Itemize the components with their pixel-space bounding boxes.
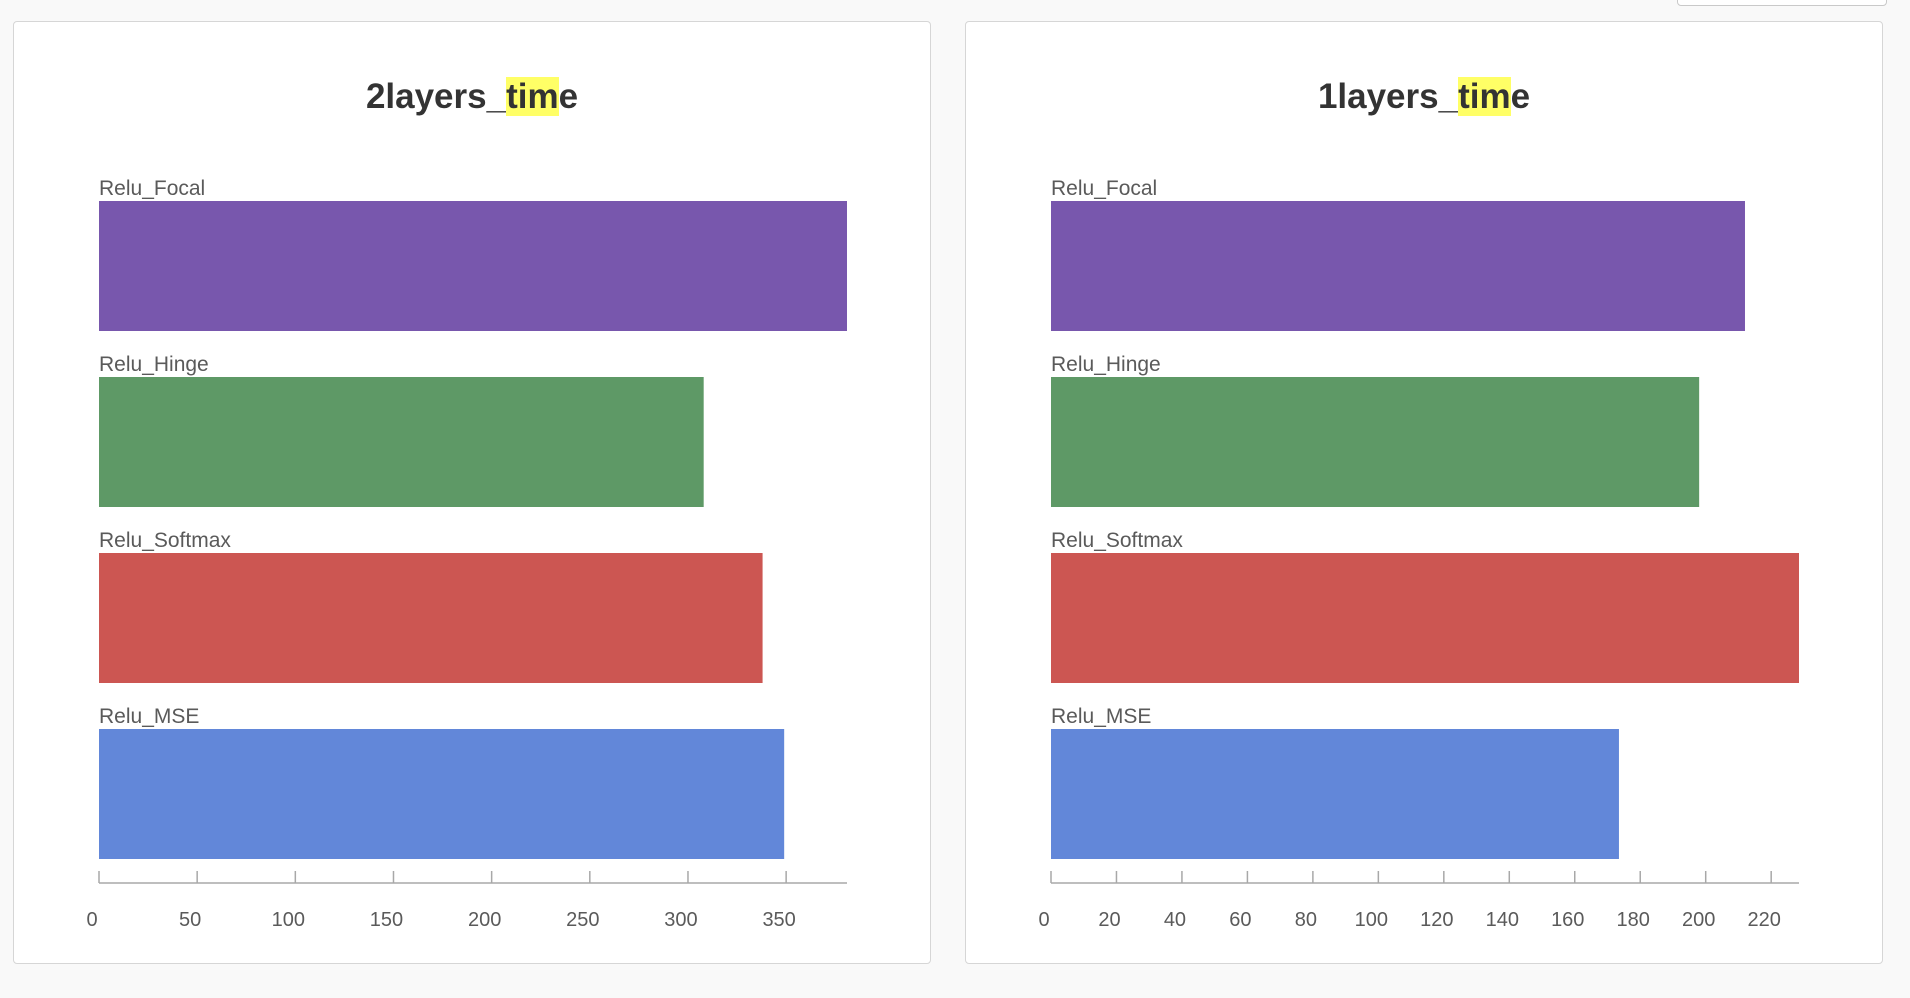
bar-relu-mse[interactable] bbox=[99, 729, 785, 859]
bar-label: Relu_MSE bbox=[99, 705, 199, 728]
x-tick-label: 220 bbox=[1747, 909, 1780, 931]
bar-relu-softmax[interactable] bbox=[1051, 553, 1799, 683]
bar-relu-focal[interactable] bbox=[1051, 201, 1745, 331]
chart-panel-2layers: 2layers_time Relu_Focal Relu_Hinge Relu_So… bbox=[13, 21, 931, 964]
x-tick-label: 140 bbox=[1486, 909, 1519, 931]
chart-panel-1layers: 1layers_time Relu_Focal Relu_Hinge Relu_So… bbox=[965, 21, 1883, 964]
x-tick-label: 40 bbox=[1164, 909, 1186, 931]
x-tick-label: 150 bbox=[370, 909, 403, 931]
x-tick-label: 100 bbox=[1355, 909, 1388, 931]
x-tick-label: 120 bbox=[1420, 909, 1453, 931]
x-tick-label: 80 bbox=[1295, 909, 1317, 931]
title-highlight: tim bbox=[1458, 77, 1511, 116]
chart-title: 1layers_time bbox=[1317, 77, 1531, 116]
bar-relu-hinge[interactable] bbox=[99, 377, 704, 507]
x-tick-label: 60 bbox=[1229, 909, 1251, 931]
bar-label: Relu_Softmax bbox=[1051, 529, 1183, 552]
bar-label: Relu_Focal bbox=[1051, 177, 1157, 200]
bar-relu-focal[interactable] bbox=[99, 201, 847, 331]
bar-label: Relu_Focal bbox=[99, 177, 205, 200]
x-tick-label: 350 bbox=[762, 909, 795, 931]
x-tick-label: 0 bbox=[1038, 909, 1049, 931]
x-tick-label: 200 bbox=[1682, 909, 1715, 931]
top-control[interactable] bbox=[1677, 0, 1887, 6]
x-tick-label: 250 bbox=[566, 909, 599, 931]
bar-chart: Relu_Focal Relu_Hinge Relu_Softmax Relu_MSE… bbox=[1038, 177, 1799, 931]
x-tick-label: 0 bbox=[86, 909, 97, 931]
x-tick-label: 200 bbox=[468, 909, 501, 931]
x-tick-label: 300 bbox=[664, 909, 697, 931]
bar-label: Relu_Hinge bbox=[99, 353, 209, 376]
x-tick-label: 20 bbox=[1098, 909, 1120, 931]
title-highlight: tim bbox=[506, 77, 559, 116]
bar-label: Relu_Softmax bbox=[99, 529, 231, 552]
x-tick-label: 100 bbox=[272, 909, 305, 931]
x-tick-label: 50 bbox=[179, 909, 201, 931]
bar-relu-hinge[interactable] bbox=[1051, 377, 1700, 507]
bar-label: Relu_MSE bbox=[1051, 705, 1151, 728]
bar-label: Relu_Hinge bbox=[1051, 353, 1161, 376]
x-tick-label: 160 bbox=[1551, 909, 1584, 931]
x-tick-label: 180 bbox=[1617, 909, 1650, 931]
chart-title: 2layers_time bbox=[365, 77, 579, 116]
bar-relu-mse[interactable] bbox=[1051, 729, 1619, 859]
bar-relu-softmax[interactable] bbox=[99, 553, 763, 683]
bar-chart: Relu_Focal Relu_Hinge Relu_Softmax Relu_MSE… bbox=[86, 177, 847, 931]
